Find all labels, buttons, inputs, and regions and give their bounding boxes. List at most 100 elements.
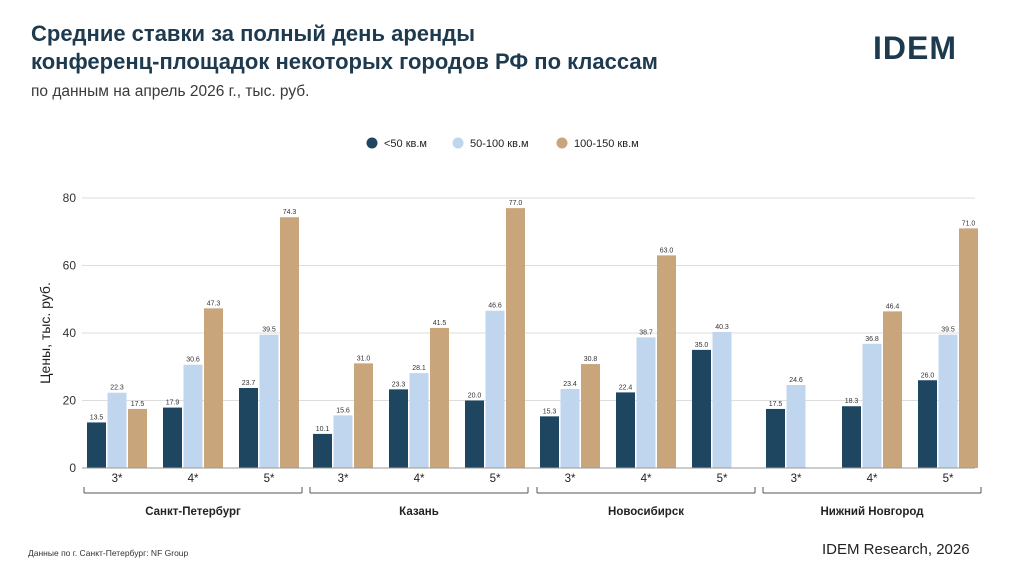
bar: [163, 407, 182, 468]
class-tick-label: 5*: [717, 473, 728, 485]
bar: [616, 392, 635, 468]
bar: [430, 327, 449, 468]
class-tick-label: 3*: [338, 473, 349, 485]
class-tick-label: 5*: [943, 473, 954, 485]
y-tick-label: 20: [63, 394, 77, 408]
data-label: 30.6: [186, 357, 200, 364]
bar: [313, 433, 332, 468]
data-label: 24.6: [789, 377, 803, 384]
data-label: 30.8: [584, 356, 598, 363]
data-label: 10.1: [316, 426, 330, 433]
data-label: 13.5: [90, 414, 104, 421]
bar: [204, 308, 223, 468]
bar: [883, 311, 902, 468]
bar: [540, 416, 559, 468]
bar: [918, 380, 937, 468]
bar: [87, 422, 106, 468]
bar: [766, 408, 785, 468]
source-credit: IDEM Research, 2026: [822, 541, 970, 558]
bar: [786, 384, 806, 468]
bar: [692, 349, 711, 468]
data-label: 47.3: [207, 300, 221, 307]
bar: [959, 228, 978, 468]
data-label: 17.5: [769, 401, 783, 408]
data-label: 31.0: [357, 355, 371, 362]
bar: [938, 334, 958, 468]
class-tick-label: 4*: [414, 473, 425, 485]
data-label: 46.6: [488, 303, 502, 310]
class-tick-label: 5*: [264, 473, 275, 485]
data-label: 77.0: [509, 200, 523, 207]
data-label: 23.4: [563, 381, 577, 388]
bar: [636, 337, 656, 468]
data-label: 39.5: [941, 327, 955, 334]
chart-title: Средние ставки за полный день аренды кон…: [31, 20, 658, 76]
title-line-1: Средние ставки за полный день аренды: [31, 21, 476, 46]
bar: [465, 400, 484, 468]
bar: [239, 388, 258, 468]
bar: [560, 389, 580, 468]
data-label: 17.9: [166, 400, 180, 407]
bar: [128, 408, 147, 468]
class-tick-label: 4*: [867, 473, 878, 485]
data-label: 74.3: [283, 209, 297, 216]
idem-logo: IDEM: [873, 30, 957, 66]
data-label: 39.5: [262, 327, 276, 334]
legend-label: 100-150 кв.м: [574, 138, 639, 150]
legend-marker: [366, 137, 378, 149]
data-label: 23.3: [392, 381, 406, 388]
y-axis-label: Цены, тыс. руб.: [37, 282, 53, 384]
bar: [389, 389, 408, 468]
bar: [862, 343, 882, 468]
bar: [712, 331, 732, 468]
data-label: 40.3: [715, 324, 729, 331]
class-tick-label: 5*: [490, 473, 501, 485]
class-tick-label: 3*: [791, 473, 802, 485]
data-label: 63.0: [660, 247, 674, 254]
bar: [409, 373, 429, 468]
y-tick-label: 80: [63, 191, 77, 205]
y-tick-label: 40: [63, 326, 77, 340]
y-tick-label: 0: [69, 461, 76, 475]
data-label: 22.3: [110, 385, 124, 392]
data-label: 20.0: [468, 393, 482, 400]
city-label: Новосибирск: [608, 506, 684, 518]
data-label: 22.4: [619, 384, 633, 391]
data-label: 35.0: [695, 342, 709, 349]
chart-subtitle: по данным на апрель 2026 г., тыс. руб.: [31, 83, 310, 100]
legend-marker: [556, 137, 568, 149]
data-label: 28.1: [412, 365, 426, 372]
data-label: 15.3: [543, 408, 557, 415]
legend-label: 50-100 кв.м: [470, 138, 529, 150]
data-label: 41.5: [433, 320, 447, 327]
class-tick-label: 3*: [112, 473, 123, 485]
bar: [333, 415, 353, 468]
city-label: Санкт-Петербург: [145, 506, 241, 518]
class-tick-label: 4*: [188, 473, 199, 485]
bar: [259, 334, 279, 468]
bar: [657, 255, 676, 468]
data-label: 17.5: [131, 401, 145, 408]
data-label: 71.0: [962, 220, 976, 227]
bar: [506, 208, 525, 468]
data-label: 15.6: [336, 407, 350, 414]
city-label: Нижний Новгород: [820, 506, 924, 518]
bar: [280, 217, 299, 468]
bar: [485, 310, 505, 468]
bar: [183, 364, 203, 468]
data-label: 46.4: [886, 303, 900, 310]
data-label: 18.3: [845, 398, 859, 405]
bar: [581, 364, 600, 468]
city-label: Казань: [399, 506, 439, 518]
class-tick-label: 3*: [565, 473, 576, 485]
title-line-2: конференц-площадок некоторых городов РФ …: [31, 49, 658, 74]
bar: [354, 363, 373, 468]
data-label: 26.0: [921, 372, 935, 379]
bar: [107, 392, 127, 468]
data-label: 36.8: [865, 336, 879, 343]
legend-label: <50 кв.м: [384, 138, 427, 150]
y-tick-label: 60: [63, 259, 77, 273]
data-label: 23.7: [242, 380, 256, 387]
footnote: Данные по г. Санкт-Петербург: NF Group: [28, 548, 189, 558]
